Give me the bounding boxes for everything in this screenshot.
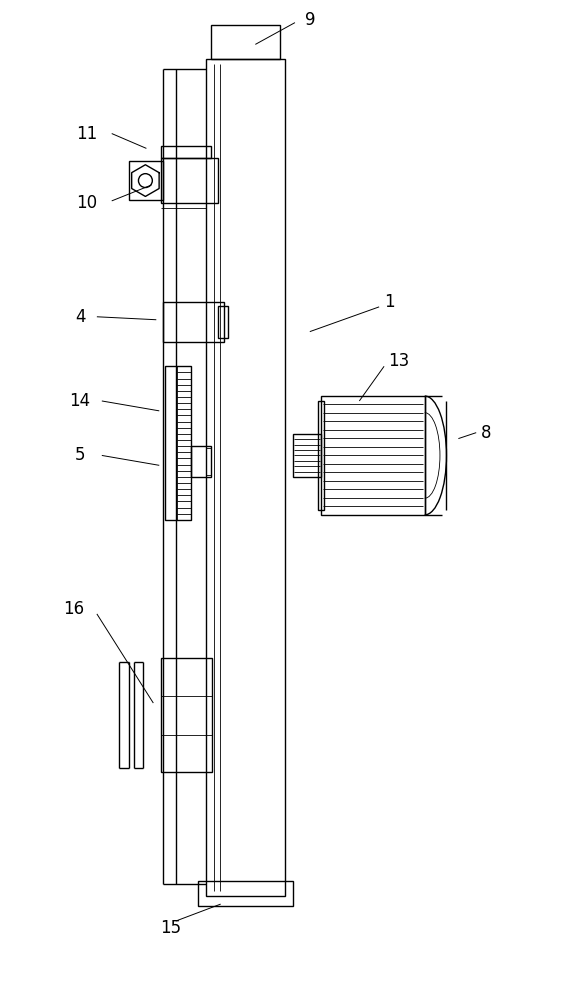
Text: 1: 1: [384, 293, 394, 311]
Text: 9: 9: [304, 11, 315, 29]
Bar: [318, 401, 324, 510]
Bar: [165, 366, 191, 520]
Text: 5: 5: [75, 446, 85, 464]
Bar: [191, 446, 211, 477]
Bar: [211, 25, 280, 59]
Bar: [293, 434, 321, 477]
Bar: [218, 306, 227, 338]
Bar: [129, 161, 163, 200]
Text: 11: 11: [77, 125, 97, 143]
Bar: [198, 881, 293, 906]
Text: 8: 8: [481, 424, 491, 442]
Text: 10: 10: [77, 194, 97, 212]
Text: 13: 13: [389, 352, 409, 370]
Bar: [206, 59, 285, 896]
Text: 15: 15: [161, 919, 182, 937]
Text: 14: 14: [70, 392, 90, 410]
Bar: [161, 658, 212, 772]
Bar: [161, 146, 211, 158]
Bar: [161, 158, 218, 203]
Bar: [163, 302, 224, 342]
Text: 16: 16: [64, 600, 85, 618]
Bar: [321, 396, 425, 515]
Text: 4: 4: [75, 308, 85, 326]
